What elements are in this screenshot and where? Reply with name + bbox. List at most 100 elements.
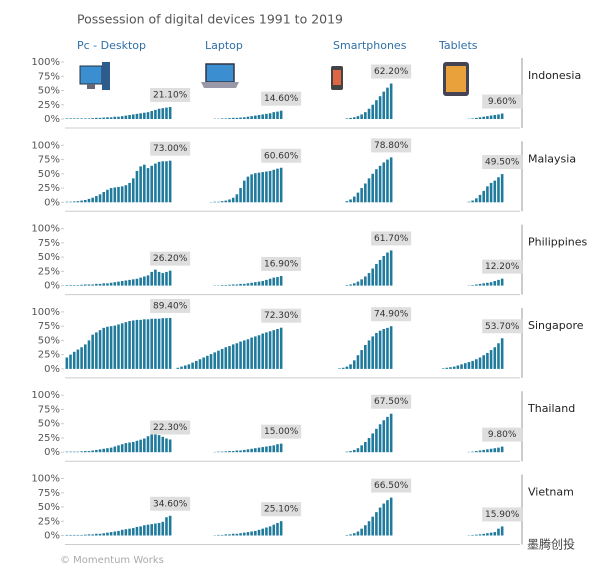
- bar: [235, 343, 239, 369]
- bar: [146, 112, 150, 119]
- bar: [364, 112, 367, 119]
- bar: [113, 282, 117, 286]
- bar: [268, 113, 272, 119]
- value-label-box: [482, 94, 523, 109]
- bar: [279, 275, 283, 286]
- bar: [257, 529, 261, 536]
- bar: [265, 171, 268, 203]
- bar: [72, 351, 76, 369]
- bar: [371, 268, 374, 286]
- bar: [109, 188, 113, 203]
- bar: [117, 116, 120, 119]
- bar: [475, 117, 478, 119]
- bar: [106, 448, 109, 453]
- bar: [154, 318, 157, 369]
- y-tick-label: 75%: [38, 155, 60, 166]
- bar: [220, 534, 224, 536]
- bar: [493, 180, 497, 203]
- bar: [217, 534, 220, 536]
- bar: [386, 87, 389, 119]
- bar: [224, 285, 228, 286]
- bar: [471, 200, 474, 203]
- device-label: Tablets: [438, 39, 478, 52]
- bar: [113, 446, 117, 453]
- bar: [120, 116, 124, 119]
- bar: [217, 451, 220, 453]
- value-label-box: [482, 319, 523, 334]
- bar: [486, 282, 489, 286]
- bar: [276, 277, 279, 286]
- bar: [239, 117, 242, 119]
- bar: [345, 534, 349, 536]
- bar: [102, 117, 106, 119]
- bar: [360, 114, 363, 119]
- bar: [135, 526, 139, 536]
- bar: [493, 281, 497, 286]
- bar: [84, 118, 87, 119]
- bar: [456, 365, 460, 369]
- bar: [250, 337, 253, 369]
- y-tick-label: 75%: [38, 488, 60, 499]
- value-label-box: [482, 427, 523, 442]
- bar: [389, 250, 393, 286]
- bar: [242, 340, 246, 369]
- bar: [95, 283, 98, 286]
- bar: [375, 169, 378, 203]
- bar: [220, 451, 224, 453]
- y-tick-label: 0%: [44, 281, 60, 292]
- bar: [154, 432, 157, 453]
- country-label: Thailand: [527, 402, 575, 415]
- value-label-box: [482, 507, 523, 522]
- bar: [489, 350, 493, 369]
- value-label-box: [261, 502, 302, 517]
- bar: [228, 346, 231, 369]
- bar: [268, 331, 272, 369]
- bar: [95, 196, 98, 203]
- bar: [98, 533, 102, 536]
- bar: [242, 283, 246, 286]
- bar: [239, 450, 242, 453]
- device-label: Laptop: [205, 39, 243, 52]
- bar: [102, 448, 106, 453]
- bar: [493, 532, 497, 536]
- bar: [143, 319, 146, 369]
- bar: [364, 183, 367, 203]
- bar: [486, 352, 489, 369]
- bar: [135, 278, 139, 286]
- country-label: Malaysia: [528, 152, 576, 165]
- bar: [352, 283, 356, 286]
- value-label: 66.50%: [374, 481, 409, 491]
- bar: [65, 285, 69, 286]
- bar: [242, 449, 246, 453]
- bar: [157, 271, 161, 286]
- bar: [478, 117, 482, 119]
- y-tick-label: 25%: [38, 433, 60, 444]
- value-label: 72.30%: [264, 311, 299, 321]
- bar: [371, 336, 374, 369]
- bar: [493, 347, 497, 369]
- bar: [91, 534, 94, 536]
- bar: [445, 367, 449, 369]
- bar: [102, 192, 106, 203]
- bar: [76, 201, 80, 203]
- bar: [471, 118, 474, 119]
- bar: [228, 118, 231, 119]
- bar: [109, 326, 113, 369]
- bar: [460, 364, 463, 369]
- bar: [168, 515, 172, 536]
- bar: [146, 168, 150, 203]
- bar: [386, 327, 389, 369]
- bar: [80, 347, 83, 369]
- bar: [371, 516, 374, 536]
- bar: [478, 283, 482, 286]
- value-label: 73.00%: [153, 144, 188, 154]
- bar: [345, 201, 349, 203]
- bar: [360, 350, 363, 369]
- value-label-box: [371, 478, 412, 493]
- bar: [500, 174, 504, 203]
- bar: [482, 449, 485, 453]
- bar: [235, 533, 239, 536]
- value-label: 25.10%: [264, 505, 299, 515]
- value-label: 53.70%: [485, 322, 520, 332]
- value-label: 62.20%: [374, 67, 409, 77]
